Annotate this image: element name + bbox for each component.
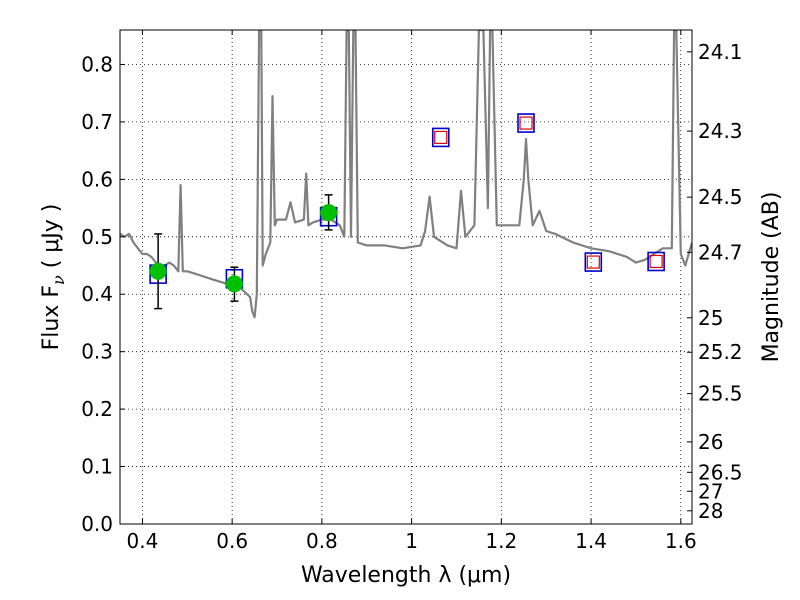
predicted-inner-box xyxy=(519,116,533,130)
predicted-inner-box xyxy=(434,130,448,145)
right-tick-label: 28 xyxy=(698,499,723,523)
y-tick-label: 0.7 xyxy=(81,110,113,134)
x-tick-label: 0.8 xyxy=(306,529,338,553)
x-tick-label: 1.6 xyxy=(665,529,697,553)
x-tick-label: 1 xyxy=(405,529,418,553)
y-axis-label-subscript: ν xyxy=(49,275,68,285)
model-band-box xyxy=(431,127,450,148)
x-tick-label: 0.4 xyxy=(127,529,159,553)
y-tick-label: 0.6 xyxy=(81,167,113,191)
x-tick-label: 0.6 xyxy=(216,529,248,553)
right-tick-label: 25.5 xyxy=(698,382,743,406)
plot-frame xyxy=(119,29,693,525)
y-axis-label-right: Magnitude (AB) xyxy=(759,192,784,363)
y-tick-label: 0.3 xyxy=(81,340,113,364)
tick-layer: 0.4 0.6 0.8 1 1.2 1.4 1.6 0.0 0.1 0.2 0.3 0.4 0.5 0.6… xyxy=(81,30,743,553)
observed-point xyxy=(320,204,338,222)
y-tick-label: 0.5 xyxy=(81,225,113,249)
right-tick-label: 24.3 xyxy=(698,119,743,143)
model-sed-line xyxy=(120,30,692,319)
right-tick-label: 24.1 xyxy=(698,40,743,64)
observed-point-layer xyxy=(149,204,338,293)
right-tick-label: 26.5 xyxy=(698,460,743,484)
observed-point xyxy=(149,262,167,280)
model-sed-layer xyxy=(120,30,692,319)
right-tick-label: 27 xyxy=(698,479,723,503)
x-tick-label: 1.4 xyxy=(575,529,607,553)
right-tick-label: 25 xyxy=(698,306,723,330)
observed-point xyxy=(225,275,243,293)
y-tick-label: 0.0 xyxy=(81,512,113,536)
predicted-inner-box xyxy=(649,254,663,269)
right-tick-label: 24.5 xyxy=(698,185,743,209)
x-tick-label: 1.2 xyxy=(485,529,517,553)
y-axis-label-unit: ( μJy ) xyxy=(39,204,64,276)
y-axis-label-text: Flux F xyxy=(39,285,64,350)
model-band-box xyxy=(517,113,535,133)
predicted-inner-box xyxy=(586,255,600,269)
right-tick-label: 25.2 xyxy=(698,340,743,364)
y-tick-label: 0.2 xyxy=(81,397,113,421)
y-tick-label: 0.1 xyxy=(81,455,113,479)
model-box-layer xyxy=(149,113,665,289)
right-tick-label: 24.7 xyxy=(698,240,743,264)
right-tick-label: 26 xyxy=(698,430,723,454)
y-tick-label: 0.8 xyxy=(81,52,113,76)
y-axis-label-left: Flux Fν ( μJy ) xyxy=(39,204,68,351)
model-band-box xyxy=(584,252,603,272)
x-axis-label: Wavelength λ (μm) xyxy=(301,563,511,588)
y-tick-label: 0.4 xyxy=(81,282,113,306)
model-band-box xyxy=(647,251,665,272)
